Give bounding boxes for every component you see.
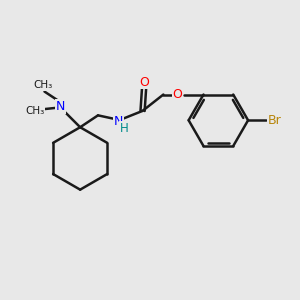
Text: H: H [119, 122, 128, 135]
Text: N: N [114, 115, 124, 128]
Text: O: O [139, 76, 149, 88]
Text: N: N [56, 100, 65, 113]
Text: O: O [173, 88, 183, 101]
Text: CH₃: CH₃ [33, 80, 52, 90]
Text: Br: Br [268, 114, 282, 127]
Text: CH₃: CH₃ [25, 106, 45, 116]
